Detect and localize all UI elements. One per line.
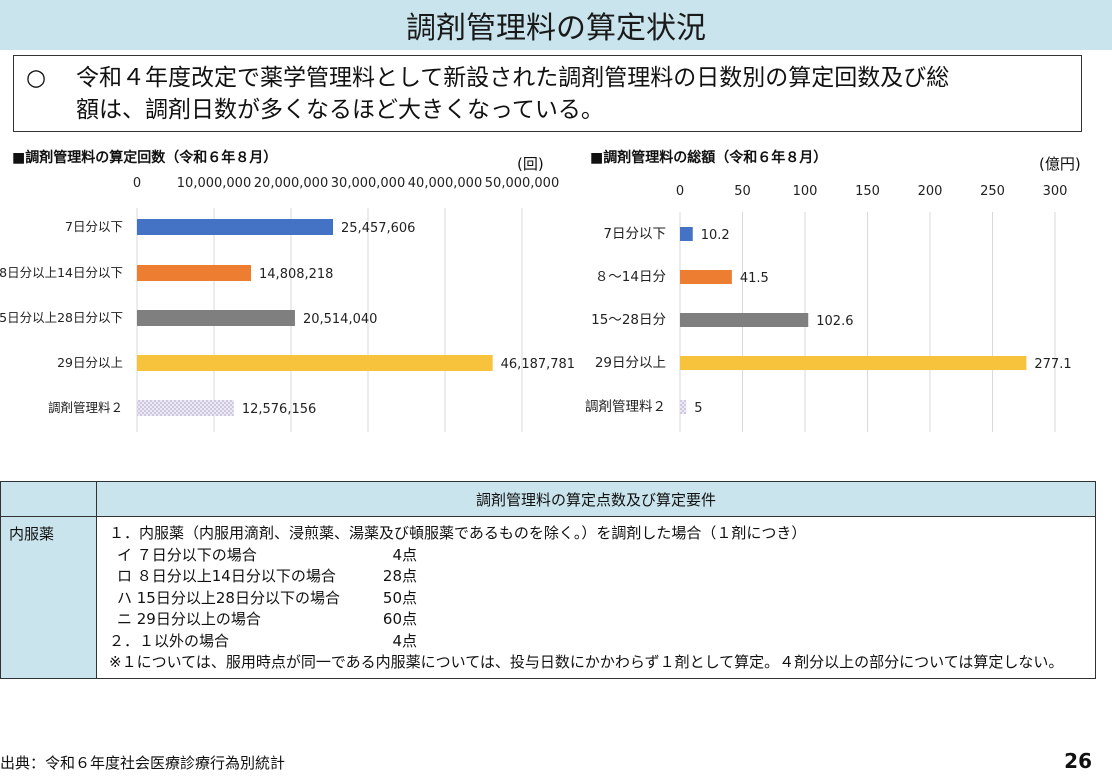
value-label: 102.6 xyxy=(816,314,853,329)
x-tick-label: 30,000,000 xyxy=(331,176,405,191)
chart1-unit: (回) xyxy=(517,155,544,173)
value-label: 46,187,781 xyxy=(501,357,575,372)
category-label: 7日分以下 xyxy=(603,226,666,242)
table-line-2: ２．１以外の場合 4点 xyxy=(109,631,417,650)
bar xyxy=(137,400,234,416)
value-label: 25,457,606 xyxy=(341,221,415,236)
x-tick-label: 150 xyxy=(855,184,880,199)
bar xyxy=(137,265,252,281)
category-label: ８～14日分 xyxy=(595,269,666,285)
bar xyxy=(680,270,732,284)
summary-text-2: 額は、調剤日数が多くなるほど大きくなっている。 xyxy=(76,97,604,123)
bar xyxy=(137,310,295,326)
x-tick-label: 0 xyxy=(676,184,684,199)
table-item: ニ 29日分以上の場合 60点 xyxy=(117,610,417,628)
x-tick-label: 20,000,000 xyxy=(254,176,328,191)
page-title: 調剤管理料の算定状況 xyxy=(0,0,1112,50)
summary-line-1: ○ 令和４年度改定で薬学管理料として新設された調剤管理料の日数別の算定回数及び総 xyxy=(26,62,1069,94)
category-label: 29日分以上 xyxy=(595,355,666,371)
summary-box: ○ 令和４年度改定で薬学管理料として新設された調剤管理料の日数別の算定回数及び総 … xyxy=(13,55,1082,132)
value-label: 277.1 xyxy=(1034,357,1071,372)
bar xyxy=(680,227,693,241)
table-item: イ ７日分以下の場合 4点 xyxy=(117,545,417,564)
x-tick-label: 40,000,000 xyxy=(408,176,482,191)
category-label: 7日分以下 xyxy=(65,219,123,234)
category-label: 29日分以上 xyxy=(57,355,123,370)
table-line-1: １．内服薬（内服用滴剤、浸煎薬、湯薬及び頓服薬であるものを除く。）を調剤した場合… xyxy=(109,524,807,542)
table-item: ロ ８日分以上14日分以下の場合 28点 xyxy=(117,567,417,585)
bar xyxy=(137,219,334,235)
x-tick-label: 300 xyxy=(1043,184,1068,199)
page-number: 26 xyxy=(1064,749,1092,773)
category-label: 調剤管理料２ xyxy=(48,400,123,415)
category-label: 15～28日分 xyxy=(591,312,666,328)
count-bar-chart: 0 10,000,000 20,000,000 30,000,000 40,000,00… xyxy=(0,176,575,432)
source-note: 出典：令和６年度社会医療診療行為別統計 xyxy=(0,754,286,772)
summary-text-1: 令和４年度改定で薬学管理料として新設された調剤管理料の日数別の算定回数及び総 xyxy=(76,65,950,91)
category-label: 調剤管理料２ xyxy=(585,399,666,415)
value-label: 20,514,040 xyxy=(303,312,377,327)
bar xyxy=(680,400,687,414)
value-label: 12,576,156 xyxy=(242,402,316,417)
category-label: 15日分以上28日分以下 xyxy=(0,310,123,325)
x-tick-label: 0 xyxy=(133,176,141,191)
bar xyxy=(680,313,809,327)
summary-bullet: ○ xyxy=(26,65,47,91)
x-tick-label: 250 xyxy=(980,184,1005,199)
value-label: 41.5 xyxy=(740,271,769,286)
bar xyxy=(680,356,1027,370)
table-note: ※１については、服用時点が同一である内服薬については、投与日数にかかわらず１剤と… xyxy=(109,653,1064,671)
x-tick-label: 50 xyxy=(734,184,751,199)
table-side-label: 内服薬 xyxy=(0,516,97,679)
table-corner xyxy=(0,481,97,517)
x-tick-label: 10,000,000 xyxy=(177,176,251,191)
chart1-title: ■調剤管理料の算定回数（令和６年８月） xyxy=(12,150,278,166)
x-tick-label: 100 xyxy=(793,184,818,199)
bar xyxy=(137,355,493,371)
requirements-table: 調剤管理料の算定点数及び算定要件 内服薬 １．内服薬（内服用滴剤、浸煎薬、湯薬及… xyxy=(0,481,1096,679)
x-tick-label: 200 xyxy=(918,184,943,199)
chart2-title: ■調剤管理料の総額（令和６年８月） xyxy=(590,150,828,166)
value-label: 10.2 xyxy=(701,228,730,243)
category-label: 8日分以上14日分以下 xyxy=(0,265,123,280)
chart2-unit: (億円) xyxy=(1039,155,1081,173)
table-body: １．内服薬（内服用滴剤、浸煎薬、湯薬及び頓服薬であるものを除く。）を調剤した場合… xyxy=(96,516,1096,679)
value-label: 5 xyxy=(694,401,702,416)
value-label: 14,808,218 xyxy=(259,267,333,282)
x-tick-label: 50,000,000 xyxy=(485,176,559,191)
table-item: ハ 15日分以上28日分以下の場合 50点 xyxy=(117,588,417,607)
amount-bar-chart: 0 50 100 150 200 250 300 7日分以下 10.2 ８～14日分 41.5 15～… xyxy=(585,184,1072,432)
table-header: 調剤管理料の算定点数及び算定要件 xyxy=(96,481,1096,517)
